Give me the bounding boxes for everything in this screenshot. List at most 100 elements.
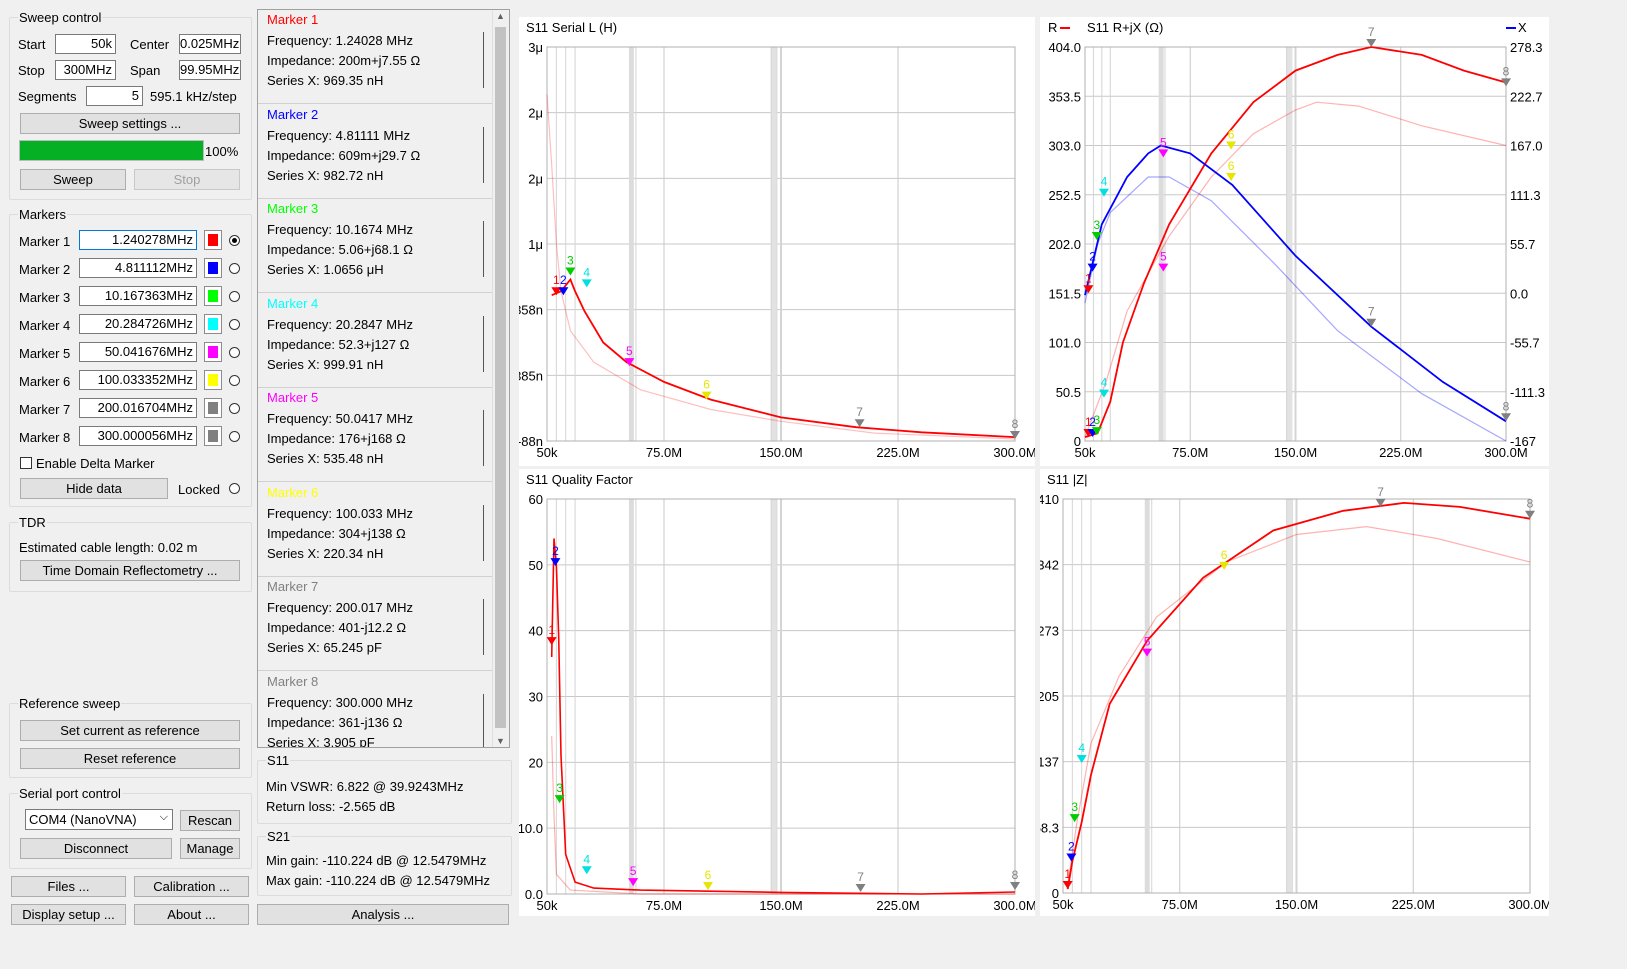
marker-number: 7 — [1368, 25, 1375, 39]
r-legend-swatch — [1060, 27, 1070, 29]
y-tick-label: 252.5 — [1048, 188, 1081, 203]
marker-triangle — [628, 878, 639, 887]
calibration-button[interactable]: Calibration ... — [134, 876, 249, 897]
marker-active-radio[interactable] — [229, 235, 240, 246]
about-button[interactable]: About ... — [134, 904, 249, 925]
marker-data-divider — [483, 221, 484, 277]
analysis-button[interactable]: Analysis ... — [257, 904, 509, 925]
marker-series-text: Series X: 535.48 nH — [267, 451, 384, 466]
marker-active-radio[interactable] — [229, 403, 240, 414]
marker-color-button[interactable] — [204, 342, 222, 362]
chevron-down-icon: ⌵ — [159, 811, 168, 823]
max-gain-text: Max gain: -110.224 dB @ 12.5479MHz — [266, 873, 490, 888]
marker-color-button[interactable] — [204, 370, 222, 390]
marker-number: 7 — [1368, 305, 1375, 319]
segments-input[interactable]: 5 — [86, 86, 143, 106]
sweep-settings-button[interactable]: Sweep settings ... — [20, 113, 240, 134]
set-reference-button[interactable]: Set current as reference — [20, 720, 240, 741]
marker-number: 6 — [703, 378, 710, 392]
tdr-group: TDR — [9, 515, 252, 592]
marker-number: 8 — [1012, 417, 1019, 431]
locked-radio[interactable] — [229, 483, 240, 494]
marker-impedance-text: Impedance: 5.06+j68.1 Ω — [267, 242, 413, 257]
marker-frequency-input[interactable]: 50.041676MHz — [79, 342, 197, 362]
serial-group: Serial port control — [9, 786, 252, 869]
marker-frequency-text: Frequency: 50.0417 MHz — [267, 411, 413, 426]
marker-frequency-input[interactable]: 200.016704MHz — [79, 398, 197, 418]
marker-color-button[interactable] — [204, 258, 222, 278]
reset-reference-button[interactable]: Reset reference — [20, 748, 240, 769]
x-tick-label: 150.0M — [1275, 897, 1318, 912]
marker-frequency-input[interactable]: 1.240278MHz — [79, 230, 197, 250]
marker-number: 7 — [857, 870, 864, 884]
x-legend-label: X — [1518, 20, 1527, 35]
center-input[interactable]: 0.025MHz — [179, 34, 241, 54]
span-input[interactable]: 99.95MHz — [179, 60, 241, 80]
chart-r-jx[interactable]: R S11 R+jX (Ω) X 404.0 353.5 303.0 252.5 202… — [1040, 17, 1549, 466]
tdr-button[interactable]: Time Domain Reflectometry ... — [20, 560, 240, 581]
chart-impedance-magnitude[interactable]: S11 |Z| 41034227320513768.3050k75.0M150.… — [1040, 469, 1549, 916]
hide-data-button[interactable]: Hide data — [20, 478, 168, 499]
stop-sweep-button[interactable]: Stop — [134, 169, 240, 190]
marker-frequency-input[interactable]: 20.284726MHz — [79, 314, 197, 334]
marker-active-radio[interactable] — [229, 375, 240, 386]
y-tick-label: 202.0 — [1048, 237, 1081, 252]
marker-triangle — [551, 287, 562, 296]
x-tick-label: 50k — [1053, 897, 1074, 912]
marker-color-button[interactable] — [204, 314, 222, 334]
marker-color-button[interactable] — [204, 426, 222, 446]
rescan-button[interactable]: Rescan — [180, 810, 240, 831]
files-button[interactable]: Files ... — [11, 876, 126, 897]
display-setup-button[interactable]: Display setup ... — [11, 904, 126, 925]
marker-frequency-input[interactable]: 100.033352MHz — [79, 370, 197, 390]
marker-frequency-input[interactable]: 4.811112MHz — [79, 258, 197, 278]
marker-active-radio[interactable] — [229, 347, 240, 358]
marker-frequency-text: Frequency: 10.1674 MHz — [267, 222, 413, 237]
marker-triangle — [558, 287, 569, 296]
port-select[interactable]: COM4 (NanoVNA) ⌵ — [25, 809, 173, 830]
markers-group: Markers — [9, 207, 252, 507]
scrollbar-thumb[interactable] — [495, 27, 506, 728]
stop-input[interactable]: 300MHz — [55, 60, 116, 80]
marker-active-radio[interactable] — [229, 291, 240, 302]
reference-q-curve — [551, 735, 1015, 895]
scroll-up-icon[interactable]: ▲ — [496, 11, 505, 21]
y-tick-label: 385n — [519, 368, 543, 383]
reference-title: Reference sweep — [18, 696, 122, 711]
delta-marker-checkbox[interactable] — [20, 457, 32, 469]
cable-length-text: Estimated cable length: 0.02 m — [19, 540, 198, 555]
sweep-progress-bar — [19, 140, 204, 161]
marker-impedance-text: Impedance: 401-j12.2 Ω — [267, 620, 407, 635]
marker-frequency-input[interactable]: 10.167363MHz — [79, 286, 197, 306]
marker-frequency-text: Frequency: 100.033 MHz — [267, 505, 413, 521]
marker-color-button[interactable] — [204, 230, 222, 250]
marker-color-button[interactable] — [204, 286, 222, 306]
y-tick-label: 60 — [529, 492, 543, 507]
marker-active-radio[interactable] — [229, 319, 240, 330]
marker-color-swatch — [208, 318, 218, 330]
manage-button[interactable]: Manage — [180, 838, 240, 859]
marker-color-button[interactable] — [204, 398, 222, 418]
scroll-down-icon[interactable]: ▼ — [496, 736, 505, 746]
marker-data-block: Marker 8 Frequency: 300.000 MHz Impedance:… — [258, 671, 492, 747]
marker-active-radio[interactable] — [229, 431, 240, 442]
marker-impedance-text: Impedance: 52.3+j127 Ω — [267, 336, 410, 352]
sweep-button[interactable]: Sweep — [20, 169, 126, 190]
chart-serial-l[interactable]: S11 Serial L (H) 3μ 2μ 2μ 1μ 858n 385n -88n50k… — [519, 17, 1035, 466]
marker-active-radio[interactable] — [229, 263, 240, 274]
y-tick-label: 0 — [1074, 434, 1081, 449]
delta-marker-label: Enable Delta Marker — [36, 456, 155, 471]
disconnect-button[interactable]: Disconnect — [20, 838, 172, 859]
marker-frequency-text: Frequency: 20.2847 MHz — [267, 316, 413, 332]
y-right-tick-label: 111.3 — [1510, 188, 1541, 203]
marker-triangle — [1091, 232, 1102, 241]
start-input[interactable]: 50k — [55, 34, 116, 54]
plot-frame — [546, 498, 1016, 895]
reference-curve — [546, 94, 1016, 440]
marker-frequency-input[interactable]: 300.000056MHz — [79, 426, 197, 446]
marker-number: 4 — [583, 852, 590, 866]
serial-l-curve — [551, 277, 1016, 438]
marker-data-panel[interactable]: Marker 1 Frequency: 1.24028 MHz Impedance:… — [257, 9, 510, 748]
scrollbar[interactable]: ▲ ▼ — [492, 10, 509, 747]
chart-quality-factor[interactable]: S11 Quality Factor 60 50 40 30 20 10.0 0.0 50k 7… — [519, 469, 1035, 916]
